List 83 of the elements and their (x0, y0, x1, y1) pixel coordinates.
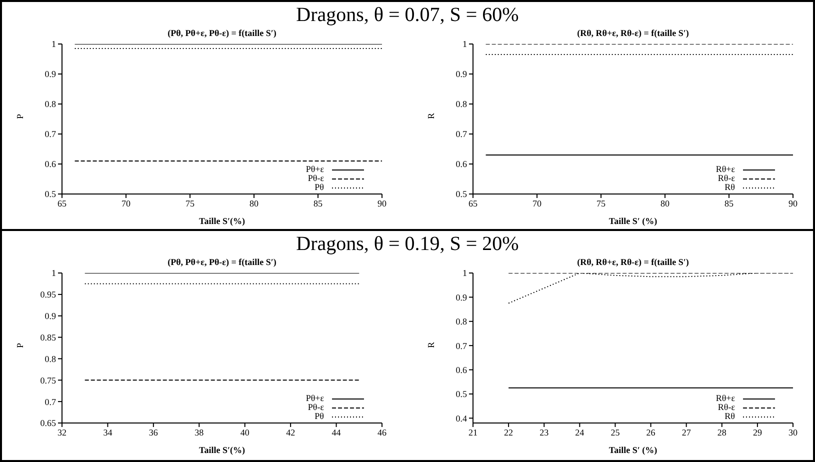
x-tick-label: 80 (250, 198, 259, 208)
x-tick-label: 24 (575, 427, 585, 438)
x-tick-label: 23 (540, 427, 550, 438)
x-tick-label: 70 (532, 198, 542, 208)
legend-label: Pθ (314, 182, 324, 192)
y-tick-label: 1 (52, 39, 56, 50)
y-tick-label: 0.8 (456, 316, 468, 327)
y-tick-label: 0.7 (456, 340, 468, 351)
y-tick-label: 0.95 (40, 290, 56, 300)
y-tick-label: 1 (52, 268, 56, 278)
legend-label: Rθ+ε (716, 164, 735, 174)
x-tick-label: 22 (504, 427, 514, 438)
y-tick-label: 0.85 (40, 332, 56, 342)
x-tick-label: 26 (646, 427, 656, 438)
y-tick-label: 0.8 (456, 99, 468, 110)
legend-label: Rθ-ε (718, 173, 735, 183)
y-tick-label: 0.7 (44, 129, 56, 140)
chart-title: Dragons, θ = 0.07, S = 60% (295, 3, 520, 28)
y-tick-label: 0.9 (44, 69, 56, 80)
y-axis-title: R (426, 342, 436, 348)
y-axis-title: P (15, 342, 26, 348)
x-tick-label: 42 (286, 427, 296, 438)
y-axis-title: P (15, 114, 26, 119)
x-tick-label: 29 (752, 427, 762, 438)
y-tick-label: 0.4 (456, 413, 468, 424)
y-tick-label: 0.7 (44, 396, 56, 407)
x-tick-label: 44 (332, 427, 342, 438)
x-tick-label: 40 (240, 427, 250, 438)
x-tick-label: 30 (788, 427, 798, 438)
x-tick-label: 70 (122, 198, 131, 208)
y-tick-label: 0.6 (456, 159, 468, 170)
x-tick-label: 65 (468, 198, 478, 208)
x-tick-label: 27 (682, 427, 692, 438)
legend-label: Pθ-ε (308, 173, 324, 183)
y-tick-label: 0.75 (40, 375, 56, 386)
chart-title: (Rθ, Rθ+ε, Rθ-ε) = f(taille S′) (576, 257, 690, 269)
x-tick-label: 28 (717, 427, 727, 438)
y-tick-label: 1 (462, 39, 467, 50)
chart-title: (Rθ, Rθ+ε, Rθ-ε) = f(taille S′) (576, 28, 690, 40)
y-tick-label: 0.6 (456, 364, 468, 375)
y-tick-label: 0.9 (456, 292, 468, 302)
legend-label: Pθ-ε (308, 402, 324, 412)
y-tick-label: 0.5 (456, 389, 468, 400)
y-tick-label: 1 (462, 268, 467, 278)
y-tick-label: 0.8 (44, 354, 56, 364)
x-tick-label: 32 (58, 427, 66, 438)
legend-label: Pθ+ε (306, 164, 324, 174)
x-tick-label: 90 (378, 198, 387, 208)
y-axis-title: R (426, 112, 436, 119)
x-tick-label: 21 (468, 427, 478, 438)
x-axis-title: Taille S′ (%) (608, 216, 658, 226)
chart-subtitle: (Pθ, Pθ+ε, Pθ-ε) = f(taille S′) (166, 257, 278, 269)
x-tick-label: 80 (660, 198, 670, 208)
y-tick-label: 0.5 (44, 189, 56, 200)
x-tick-label: 85 (314, 198, 323, 208)
y-tick-label: 0.6 (44, 159, 56, 170)
y-tick-label: 0.8 (44, 99, 56, 110)
legend-label: Rθ+ε (716, 393, 735, 403)
y-tick-label: 0.9 (44, 311, 56, 322)
x-tick-label: 65 (58, 198, 67, 208)
y-tick-label: 0.9 (456, 69, 468, 80)
x-tick-label: 75 (186, 198, 195, 208)
y-tick-label: 0.65 (40, 418, 56, 428)
legend-label: Rθ (724, 411, 735, 421)
x-tick-label: 36 (148, 427, 158, 438)
x-axis-title: Taille S′(%) (199, 216, 245, 226)
x-tick-label: 46 (378, 427, 387, 438)
x-tick-label: 90 (788, 198, 798, 208)
x-tick-label: 85 (724, 198, 734, 208)
x-tick-label: 38 (194, 427, 204, 438)
y-tick-label: 0.7 (456, 129, 468, 140)
chart-title: Dragons, θ = 0.19, S = 20% (295, 232, 520, 257)
x-tick-label: 34 (103, 427, 113, 438)
x-axis-title: Taille S′ (%) (608, 445, 658, 455)
legend-label: Pθ (314, 411, 324, 421)
x-axis-title: Taille S′(%) (199, 445, 245, 455)
legend-label: Rθ (724, 182, 735, 192)
x-tick-label: 75 (596, 198, 606, 208)
chart-subtitle: (Pθ, Pθ+ε, Pθ-ε) = f(taille S′) (166, 28, 278, 40)
legend-label: Rθ-ε (718, 402, 735, 412)
y-tick-label: 0.5 (456, 189, 468, 200)
x-tick-label: 25 (610, 427, 620, 438)
legend-label: Pθ+ε (306, 393, 324, 403)
